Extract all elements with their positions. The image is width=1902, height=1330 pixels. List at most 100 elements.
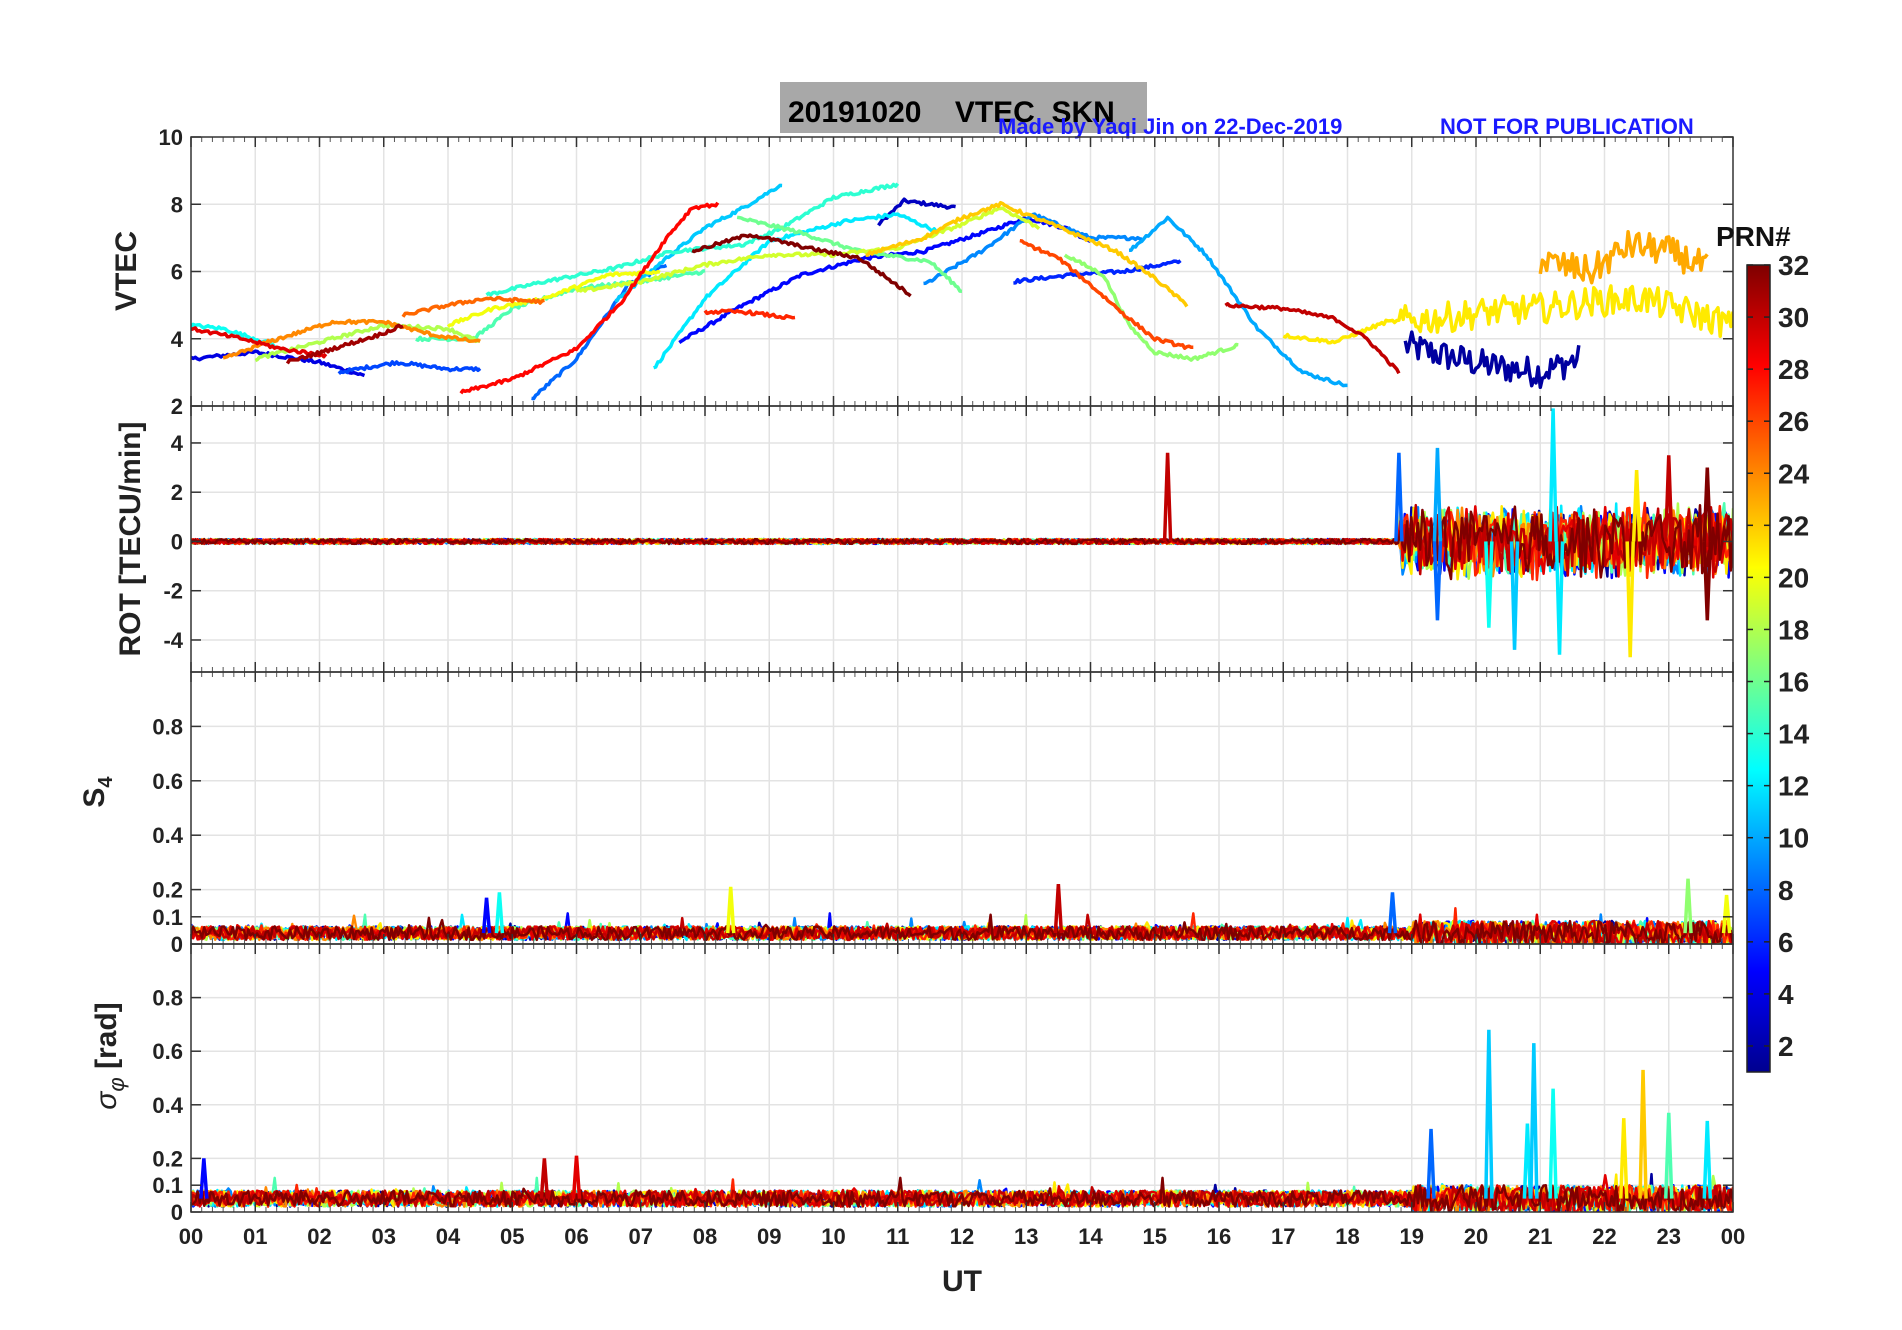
spike-rot-prn-32 (1702, 467, 1713, 542)
x-tick-label: 17 (1271, 1224, 1295, 1249)
y-tick-label: 0.2 (152, 1146, 183, 1171)
vtec-trace-prn-32 (691, 233, 912, 298)
spike-rot-prn-8 (1394, 452, 1404, 542)
y-tick-label: 0.4 (152, 1093, 183, 1118)
colorbar-tick-label: 18 (1778, 614, 1809, 645)
x-tick-label: 20 (1464, 1224, 1488, 1249)
colorbar-tick-label: 6 (1778, 927, 1794, 958)
spike-rot-prn-10 (1432, 447, 1443, 542)
noise-trace-prn-32 (191, 504, 1733, 581)
x-axis-label: UT (942, 1265, 982, 1298)
colorbar-tick-label: 2 (1778, 1031, 1794, 1062)
x-tick-label: 19 (1400, 1224, 1424, 1249)
x-tick-label: 03 (372, 1224, 396, 1249)
panel-border (190, 943, 1734, 1213)
spike-rot-prn-30 (1664, 455, 1674, 542)
spike-rot-prn-30 (1162, 452, 1173, 542)
panel-vtec-traces (191, 182, 1733, 401)
figure-title: 20191020 VTEC SKN (780, 82, 1147, 133)
panel-rot-ylabel: ROT [TECU/min] (114, 422, 147, 657)
vtec-trace-prn-26 (1019, 238, 1194, 350)
panel-sigma-phi-ylabel: σφ [rad] (90, 1002, 129, 1109)
vtec-trace-prn-10 (1128, 215, 1348, 388)
colorbar-tick-label: 12 (1778, 771, 1809, 802)
y-tick-label: 2 (171, 394, 183, 419)
notice-text: NOT FOR PUBLICATION (1440, 114, 1694, 139)
spike-rot-prn-8 (1432, 541, 1443, 621)
y-tick-label: 0 (171, 932, 183, 957)
y-tick-label: 0.6 (152, 769, 183, 794)
spike-sigma-phi-prn-12 (1522, 1123, 1533, 1199)
vtec-trace-prn-20 (446, 269, 661, 328)
y-tick-label: -2 (163, 579, 183, 604)
panel-vtec-ylabel: VTEC (110, 231, 143, 311)
x-tick-label: 18 (1335, 1224, 1359, 1249)
spike-s4-prn-30 (1053, 884, 1064, 934)
spike-rot-prn-13 (1484, 541, 1494, 628)
panel-s4-ticks: 00.10.2 0.4 0.6 0.8 (152, 671, 1734, 957)
x-tick-label: 22 (1592, 1224, 1616, 1249)
spike-s4-prn-8 (1387, 892, 1398, 934)
vtec-trace-prn-19 (575, 206, 1041, 293)
vtec-trace-prn-25 (401, 295, 545, 318)
vtec-trace-prn-2 (1403, 330, 1581, 390)
panel-sigma-phi: 00.10.2 0.4 0.6 0.8 σφ [rad] (90, 943, 1734, 1225)
spike-sigma-phi-prn-13 (1548, 1088, 1558, 1199)
spike-sigma-phi-prn-29 (571, 1155, 582, 1199)
x-tick-label: 02 (307, 1224, 331, 1249)
vtec-trace-prn-11 (614, 183, 783, 303)
y-tick-label: 2 (171, 480, 183, 505)
y-tick-label: 0.8 (152, 714, 183, 739)
y-tick-label: 0 (171, 1200, 183, 1225)
colorbar-tick-label: 16 (1778, 667, 1809, 698)
x-tick-label: 11 (886, 1224, 909, 1249)
vtec-trace-prn-27 (703, 308, 796, 320)
spike-sigma-phi-prn-12 (1702, 1120, 1713, 1199)
sigma-ylabel-phi: φ (104, 1077, 129, 1091)
y-tick-label: 0.4 (152, 823, 183, 848)
vtec-trace-prn-3 (877, 197, 956, 227)
spike-rot-prn-12 (1548, 408, 1558, 542)
x-tick-label: 07 (629, 1224, 653, 1249)
s4-ylabel-base: S (78, 788, 111, 808)
colorbar-tick-label: 20 (1778, 562, 1809, 593)
colorbar-tick-label: 26 (1778, 406, 1809, 437)
spike-sigma-phi-prn-21 (1619, 1118, 1629, 1199)
x-tick-label: 23 (1657, 1224, 1681, 1249)
y-tick-label: -4 (163, 628, 183, 653)
y-tick-label: 0.2 (152, 878, 183, 903)
x-tick-label: 14 (1078, 1224, 1103, 1249)
x-tick-label: 08 (693, 1224, 717, 1249)
x-tick-label: 16 (1207, 1224, 1231, 1249)
x-tick-label: 10 (821, 1224, 845, 1249)
sigma-ylabel-sigma: σ (90, 1090, 123, 1110)
spike-rot-prn-32 (1702, 541, 1713, 621)
vtec-trace-prn-7 (337, 360, 482, 375)
x-tick-label: 04 (436, 1224, 461, 1249)
y-tick-label: 8 (171, 192, 183, 217)
x-tick-label: 01 (243, 1224, 267, 1249)
vtec-trace-prn-22 (865, 200, 1189, 308)
spike-sigma-phi-prn-22 (1638, 1069, 1648, 1199)
spike-rot-prn-11 (1509, 541, 1520, 650)
vtec-trace-prn-29 (191, 326, 328, 359)
vtec-trace-prn-23 (1538, 230, 1709, 285)
colorbar-tick-label: 8 (1778, 875, 1794, 906)
colorbar-tick-label: 30 (1778, 302, 1809, 333)
spike-sigma-phi-prn-8 (1426, 1128, 1436, 1199)
title-box (780, 82, 1147, 133)
panel-s4: 00.10.2 0.4 0.6 0.8 S4 (78, 671, 1734, 957)
spike-s4-prn-5 (481, 897, 492, 934)
title-text: 20191020 VTEC SKN (788, 96, 1115, 129)
y-tick-label: 4 (171, 431, 184, 456)
y-tick-label: 0.1 (152, 905, 183, 930)
y-tick-label: 4 (171, 327, 184, 352)
spike-sigma-phi-prn-15 (1664, 1112, 1674, 1199)
svg-text:S4: S4 (78, 776, 117, 808)
vtec-trace-prn-15 (415, 268, 706, 343)
panel-rot-traces (191, 408, 1733, 658)
x-tick-label: 15 (1143, 1224, 1167, 1249)
colorbar-bar (1746, 264, 1771, 1073)
